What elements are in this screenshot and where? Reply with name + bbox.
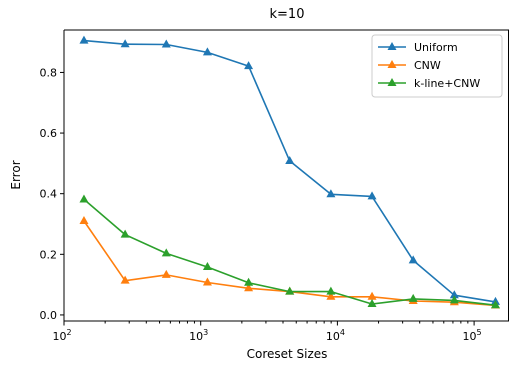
data-point bbox=[244, 61, 254, 70]
data-point bbox=[244, 283, 254, 292]
data-point bbox=[285, 155, 295, 164]
data-point bbox=[202, 262, 212, 271]
y-tick-label: 0.0 bbox=[40, 309, 58, 322]
data-point bbox=[326, 189, 336, 198]
data-point bbox=[490, 300, 500, 309]
data-point bbox=[79, 35, 89, 44]
x-tick-label: 105 bbox=[463, 328, 482, 343]
x-axis-title: Coreset Sizes bbox=[247, 347, 328, 361]
legend-label: Uniform bbox=[414, 41, 458, 54]
data-point bbox=[326, 291, 336, 300]
data-point bbox=[367, 291, 377, 300]
y-tick-label: 0.4 bbox=[40, 188, 58, 201]
legend-label: CNW bbox=[414, 59, 441, 72]
data-point bbox=[285, 286, 295, 295]
x-tick-exponent: 5 bbox=[477, 328, 482, 337]
data-point bbox=[120, 229, 130, 238]
x-tick-label: 102 bbox=[52, 328, 71, 343]
legend-label: k-line+CNW bbox=[414, 77, 480, 90]
x-tick-exponent: 2 bbox=[66, 328, 71, 337]
legend-marker bbox=[387, 42, 397, 50]
data-point bbox=[120, 275, 130, 284]
data-point bbox=[408, 255, 418, 264]
data-point bbox=[367, 299, 377, 308]
legend-marker bbox=[387, 78, 397, 86]
y-tick-label: 0.6 bbox=[40, 127, 58, 140]
y-tick-label: 0.8 bbox=[40, 66, 58, 79]
legend-frame bbox=[371, 34, 503, 98]
data-point bbox=[244, 277, 254, 286]
x-tick-exponent: 3 bbox=[203, 328, 208, 337]
data-point bbox=[161, 269, 171, 278]
y-axis-title: Error bbox=[9, 160, 23, 189]
y-tick-label: 0.2 bbox=[40, 248, 58, 261]
data-point bbox=[326, 286, 336, 295]
data-point bbox=[202, 277, 212, 286]
data-point bbox=[449, 290, 459, 299]
data-point bbox=[202, 47, 212, 56]
data-point bbox=[367, 191, 377, 200]
data-point bbox=[79, 215, 89, 224]
legend-marker bbox=[387, 60, 397, 68]
data-point bbox=[449, 295, 459, 304]
data-point bbox=[79, 194, 89, 203]
x-tick-label: 104 bbox=[326, 328, 345, 343]
x-tick-exponent: 4 bbox=[340, 328, 345, 337]
x-tick-label: 103 bbox=[189, 328, 208, 343]
data-point bbox=[161, 248, 171, 257]
chart-title: k=10 bbox=[270, 7, 305, 22]
data-point bbox=[161, 39, 171, 48]
legend: Uniform CNW k-line+CNW bbox=[371, 34, 503, 98]
data-point bbox=[408, 293, 418, 302]
data-point bbox=[120, 39, 130, 48]
